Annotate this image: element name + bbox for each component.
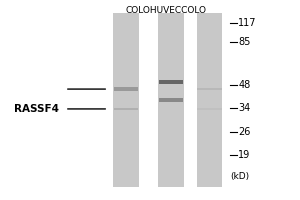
Bar — [114, 87, 138, 91]
Bar — [197, 108, 222, 110]
Text: 26: 26 — [238, 127, 250, 137]
Text: 117: 117 — [238, 18, 256, 28]
Text: COLOHUVECCOLO: COLOHUVECCOLO — [126, 6, 207, 15]
Text: 85: 85 — [238, 37, 250, 47]
Bar — [113, 13, 139, 187]
Bar — [114, 108, 138, 110]
Bar — [158, 13, 184, 187]
Text: 34: 34 — [238, 103, 250, 113]
Text: RASSF4: RASSF4 — [14, 104, 59, 114]
Text: 48: 48 — [238, 80, 250, 90]
Bar — [159, 98, 183, 102]
Bar — [197, 13, 222, 187]
Text: 19: 19 — [238, 150, 250, 160]
Text: (kD): (kD) — [230, 172, 249, 181]
Bar — [159, 80, 183, 84]
Bar — [197, 88, 222, 90]
